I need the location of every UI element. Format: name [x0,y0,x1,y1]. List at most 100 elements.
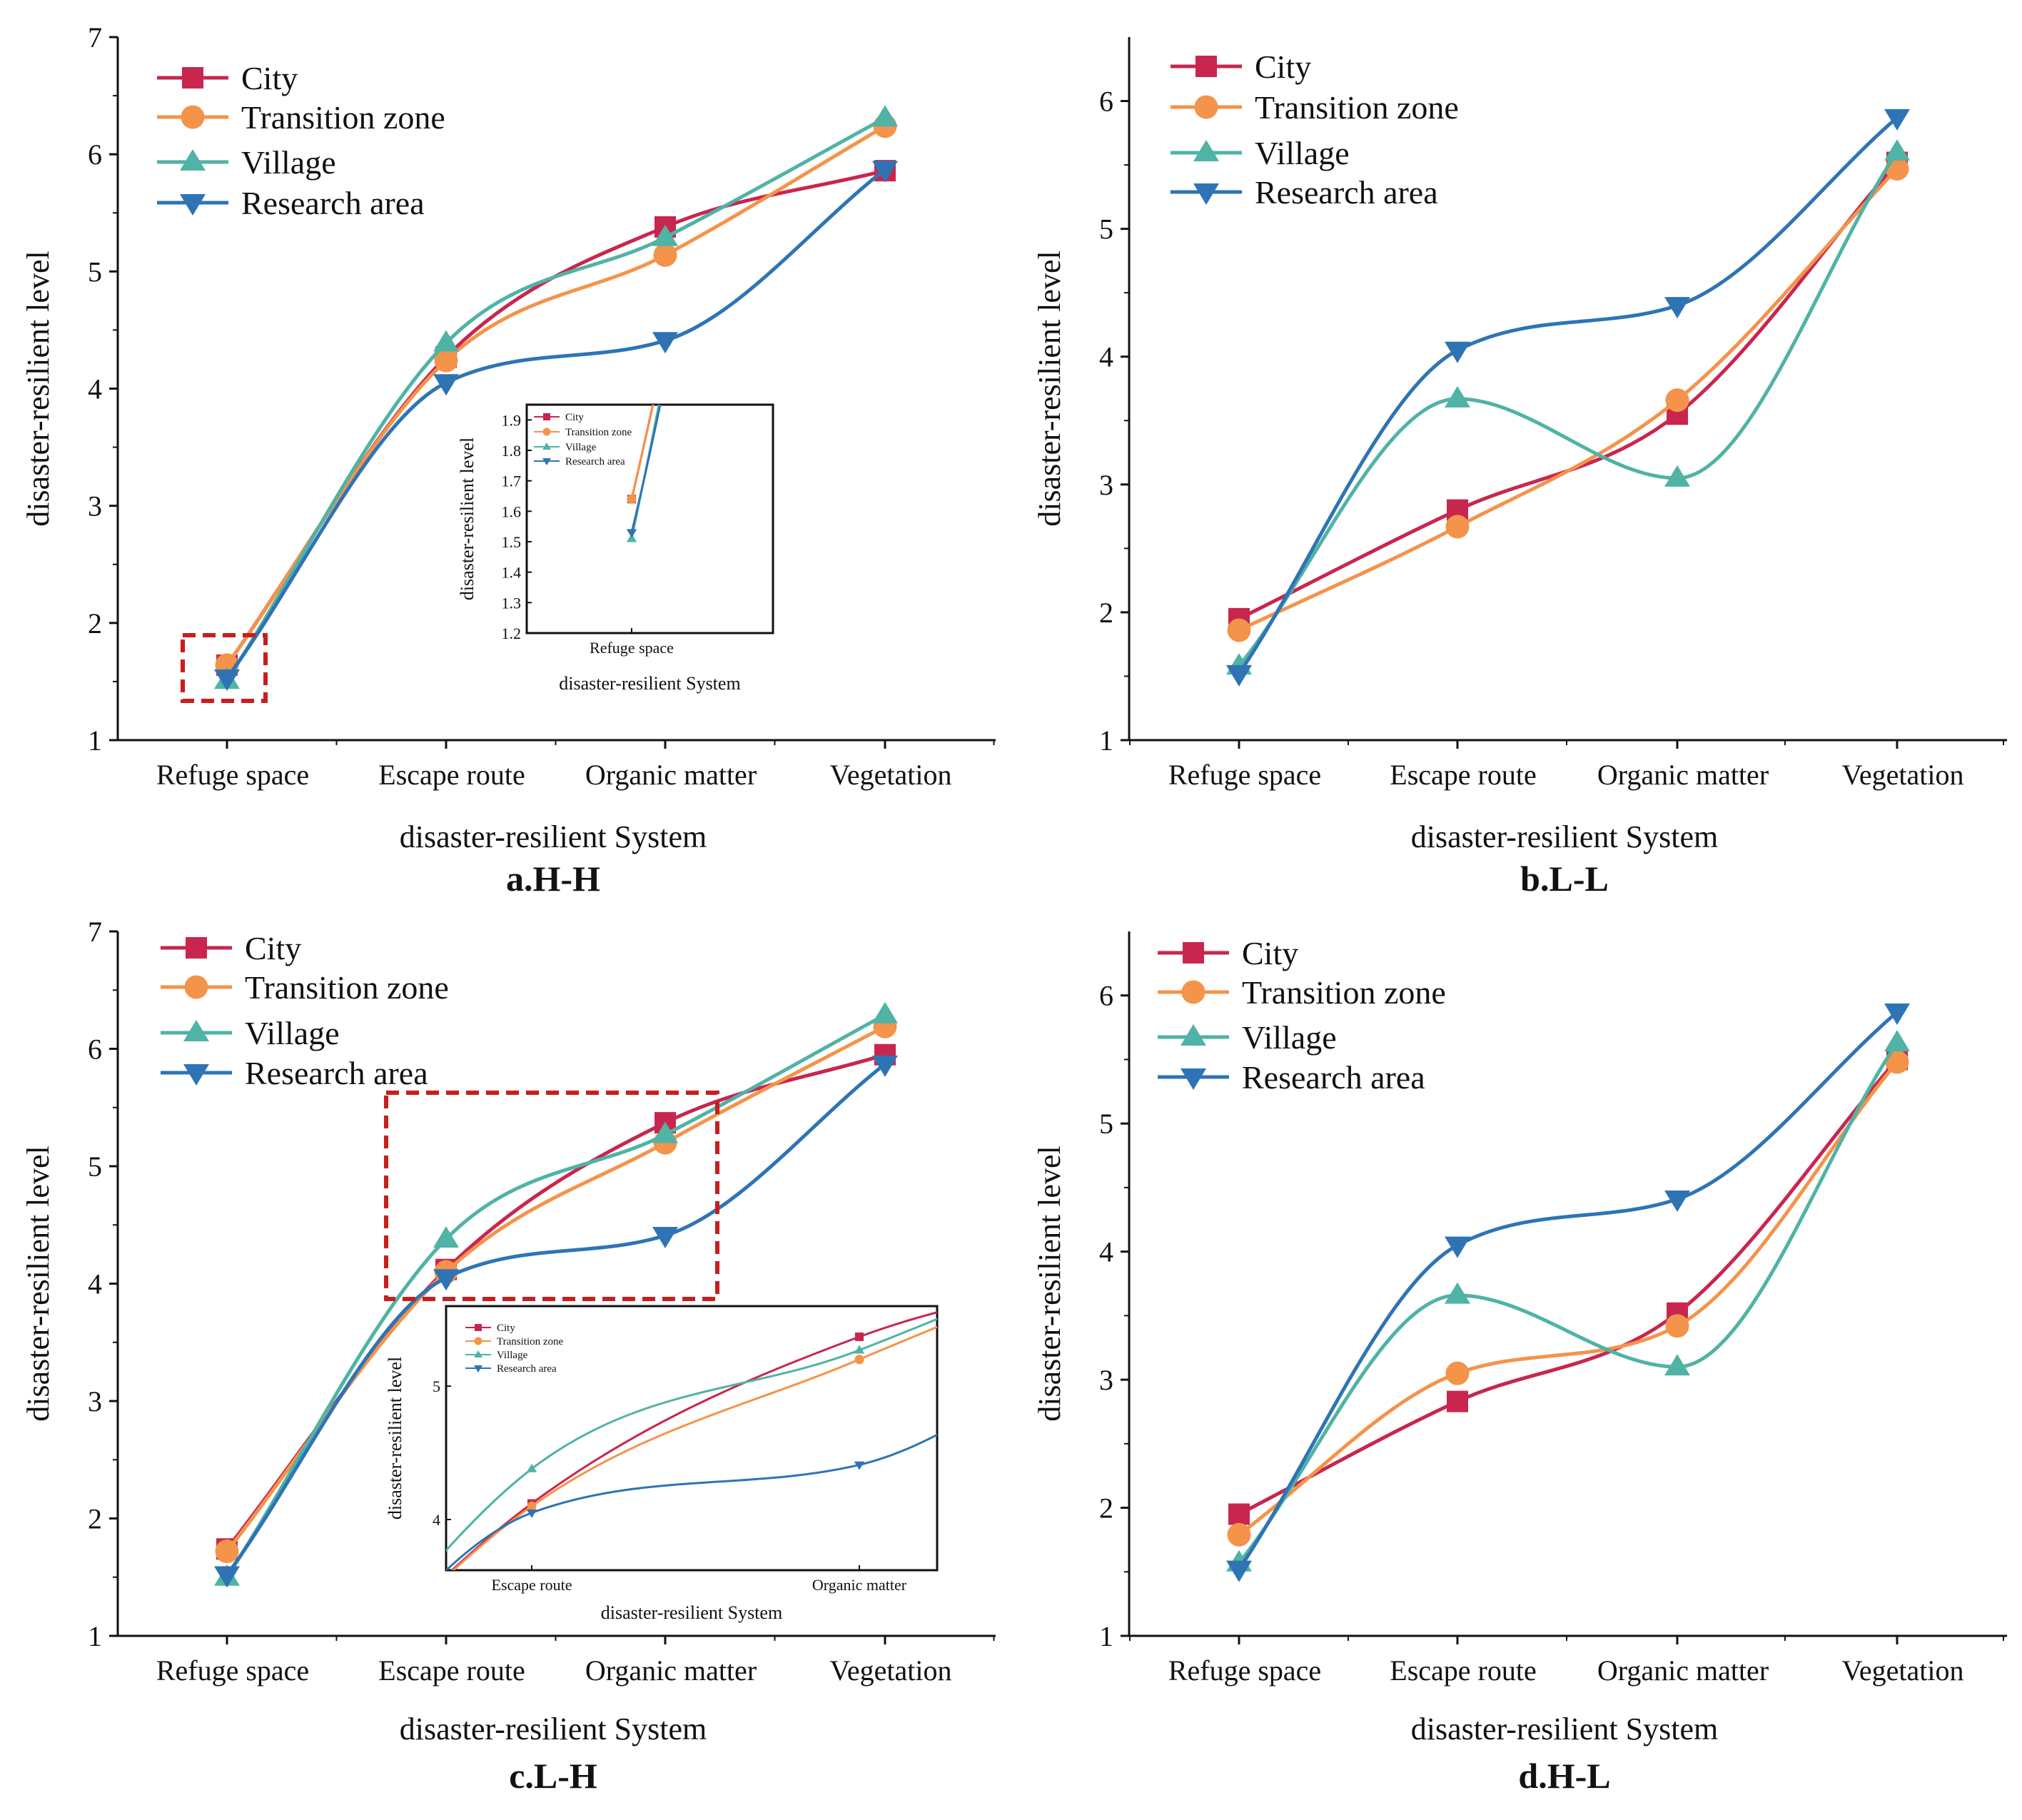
legend-label-city: City [1255,49,1311,85]
panel-caption: d.H-L [1518,1756,1610,1796]
inset-legend-label-city: City [565,412,584,423]
series-line-city [1238,1058,1899,1516]
inset-y-tick-label: 1.8 [502,442,522,460]
x-tick-label: Vegetation [829,759,951,791]
inset-legend-label-transition-zone: Transition zone [497,1336,564,1348]
x-tick-label: Vegetation [1841,759,1963,791]
data-point-research-area [214,669,240,691]
x-axis-title: disaster-resilient System [1411,819,1718,854]
inset-legend-label-city: City [497,1323,515,1334]
y-tick-label: 3 [1099,469,1113,501]
inset-y-tick-label: 1.2 [502,625,522,642]
inset-series-line-transition-zone [452,1325,937,1570]
series-line-city [1238,161,1899,621]
y-tick-label: 4 [88,373,102,405]
data-point-village [433,330,459,352]
data-point-transition-zone [653,243,677,267]
y-tick-label: 2 [88,607,102,639]
x-tick-label: Refuge space [156,759,309,791]
x-tick-label: Organic matter [1597,1654,1769,1687]
series-line-research-area [1237,116,1899,675]
legend-marker-city [1195,56,1217,77]
inset-data-point-village [526,1463,537,1472]
legend-marker-research-area [1193,183,1219,205]
data-point-research-area [872,1055,898,1077]
data-point-research-area [1664,1190,1690,1213]
data-point-village [1664,465,1690,487]
chart-panel-c-l-h: 1 2 3 4 5 6 7 Refuge space Escape route Organic m… [21,916,996,1796]
y-axis-title: disaster-resilient level [21,1146,56,1421]
y-axis-title: disaster-resilient level [21,251,56,526]
legend-marker-research-area [183,1064,209,1086]
data-point-village [1445,1282,1470,1304]
inset-legend-marker-research-area [474,1365,482,1372]
inset-y-tick-label: 1.5 [502,533,522,551]
legend-label-transition-zone: Transition zone [1255,89,1459,126]
inset-legend-marker-transition-zone [542,428,551,436]
x-axis-title: disaster-resilient System [1411,1712,1718,1746]
x-tick-label: Vegetation [829,1654,951,1687]
legend-marker-transition-zone [181,105,205,129]
data-point-transition-zone [1445,515,1470,539]
inset-data-point-transition-zone [627,494,637,504]
inset-y-tick-label: 1.3 [502,594,522,612]
inset-data-point-research-area [854,1461,865,1470]
data-point-research-area [1884,108,1910,131]
y-tick-label: 1 [88,1620,102,1652]
x-tick-label: Escape route [378,759,525,791]
inset-legend-label-village: Village [565,442,597,453]
inset-y-tick-label: 1.6 [502,502,522,520]
inset-legend-marker-city [543,413,550,420]
series-line-research-area [225,168,886,679]
y-tick-label: 5 [88,1151,102,1183]
legend-label-village: Village [1242,1019,1337,1056]
series-line-village [1238,1041,1899,1564]
data-point-research-area [214,1566,240,1588]
chart-panel-a-h-h: 1 2 3 4 5 6 7 Refuge space Escape route Organic m… [21,21,996,899]
data-point-research-area [433,374,459,396]
y-tick-label: 6 [1099,86,1113,118]
legend-marker-research-area [1181,1068,1206,1090]
data-point-research-area [1664,297,1690,319]
legend-marker-village [183,1020,209,1041]
inset-data-point-village [854,1345,865,1354]
series-line-research-area [225,1062,886,1576]
data-point-village [872,105,898,127]
x-tick-label: Escape route [1390,1654,1536,1687]
series-line-transition-zone [1238,1061,1899,1537]
x-axis-title: disaster-resilient System [400,819,707,854]
data-point-research-area [652,332,678,354]
inset-x-tick-label: Organic matter [812,1576,907,1594]
inset-data-point-research-area [526,1509,537,1518]
y-tick-label: 4 [1099,341,1113,373]
data-point-village [652,1121,678,1143]
inset-legend-marker-village [474,1350,482,1358]
y-axis-title: disaster-resilient level [1032,1146,1067,1421]
inset-series-group [446,1311,937,1570]
inset-y-tick-label: 5 [433,1377,440,1395]
inset-legend-marker-transition-zone [474,1337,482,1345]
y-tick-label: 4 [88,1268,102,1300]
x-tick-label: Escape route [1390,759,1536,791]
legend-label-research-area: Research area [1255,174,1438,211]
inset-legend-label-research-area: Research area [565,456,625,467]
data-point-research-area [872,161,898,183]
inset-y-tick-label: 1.7 [502,472,522,490]
y-tick-label: 2 [1099,1492,1113,1525]
inset-y-axis-title: disaster-resilient level [385,1357,405,1520]
series-line-village [1238,151,1899,667]
inset-chart: 1.2 1.3 1.4 1.5 1.6 1.7 1.8 1.9 Refuge space disa… [457,403,774,694]
legend-label-research-area: Research area [241,185,425,221]
data-point-village [1884,139,1910,161]
x-tick-label: Vegetation [1841,1654,1963,1687]
data-point-city [1447,1390,1468,1412]
x-tick-label: Refuge space [156,1654,309,1687]
y-tick-label: 1 [1099,724,1113,757]
series-line-village [225,116,886,682]
legend-label-research-area: Research area [245,1055,428,1091]
inset-y-tick-label: 4 [433,1511,440,1529]
panel-caption: a.H-H [506,859,600,899]
legend-label-city: City [241,60,298,96]
inset-data-point-transition-zone [527,1501,537,1511]
